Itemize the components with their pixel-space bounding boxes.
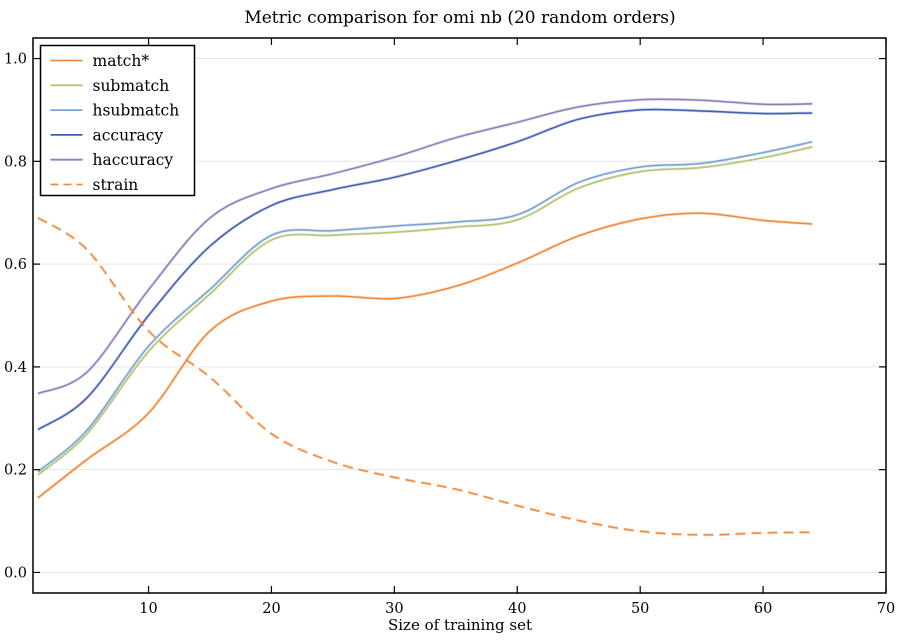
series-halo-strain	[37, 216, 813, 537]
legend: match* submatch hsubmatch accuracy haccuracy…	[39, 44, 196, 197]
x-tick-label: 40	[508, 601, 526, 617]
y-tick-label: 0.0	[4, 565, 27, 581]
x-tick-label: 30	[385, 601, 403, 617]
legend-label-submatch: submatch	[93, 77, 170, 95]
x-tick-label: 70	[877, 601, 895, 617]
y-tick-label: 0.6	[4, 257, 27, 273]
series-line-matchstar	[37, 212, 813, 499]
x-tick-label: 60	[754, 601, 772, 617]
x-tick-label: 50	[631, 601, 649, 617]
legend-label-haccuracy: haccuracy	[93, 151, 174, 169]
y-tick-label: 0.4	[4, 360, 27, 376]
series-line-accuracy	[37, 108, 813, 431]
series-line-submatch	[37, 146, 813, 476]
y-tick-label: 1.0	[4, 52, 27, 68]
legend-box	[39, 44, 196, 197]
legend-label-strain: strain	[93, 176, 139, 194]
x-tick-label: 10	[139, 601, 157, 617]
x-tick-label: 20	[262, 601, 280, 617]
y-tick-label: 0.8	[4, 154, 27, 170]
series-line-strain	[37, 217, 813, 536]
chart-title: Metric comparison for omi nb (20 random …	[244, 8, 675, 28]
axes-layer: 10 20 30 40 50 60 70 0.0 0.2 0.4 0.6 0.8 1.0	[4, 37, 895, 617]
y-tick-label: 0.2	[4, 463, 27, 479]
series-layer	[36, 97, 813, 537]
series-line-haccuracy	[37, 98, 813, 395]
series-line-hsubmatch	[37, 141, 813, 473]
series-halo-matchstar	[36, 211, 813, 500]
plot-border	[32, 37, 887, 594]
x-axis-label: Size of training set	[388, 616, 532, 634]
legend-label-hsubmatch: hsubmatch	[93, 102, 180, 120]
legend-label-accuracy: accuracy	[93, 126, 164, 144]
legend-label-matchstar: match*	[93, 52, 150, 70]
